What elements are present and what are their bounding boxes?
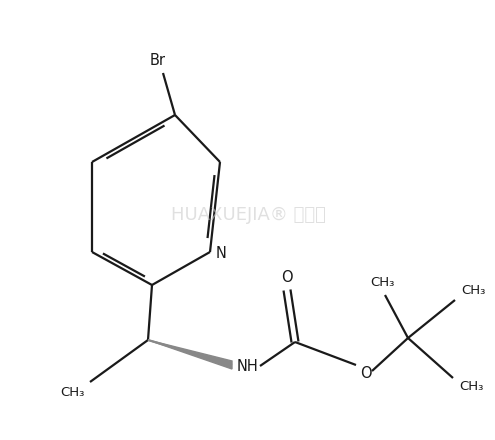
- Text: CH₃: CH₃: [60, 385, 84, 399]
- Text: O: O: [281, 269, 293, 285]
- Text: CH₃: CH₃: [459, 379, 483, 392]
- Text: CH₃: CH₃: [370, 275, 394, 289]
- Text: N: N: [215, 246, 226, 260]
- Text: NH: NH: [237, 359, 259, 374]
- Text: CH₃: CH₃: [461, 283, 485, 297]
- Text: O: O: [360, 366, 372, 381]
- Polygon shape: [148, 340, 232, 369]
- Text: Br: Br: [150, 52, 166, 67]
- Text: HUAXUEJIA® 化学加: HUAXUEJIA® 化学加: [171, 206, 325, 224]
